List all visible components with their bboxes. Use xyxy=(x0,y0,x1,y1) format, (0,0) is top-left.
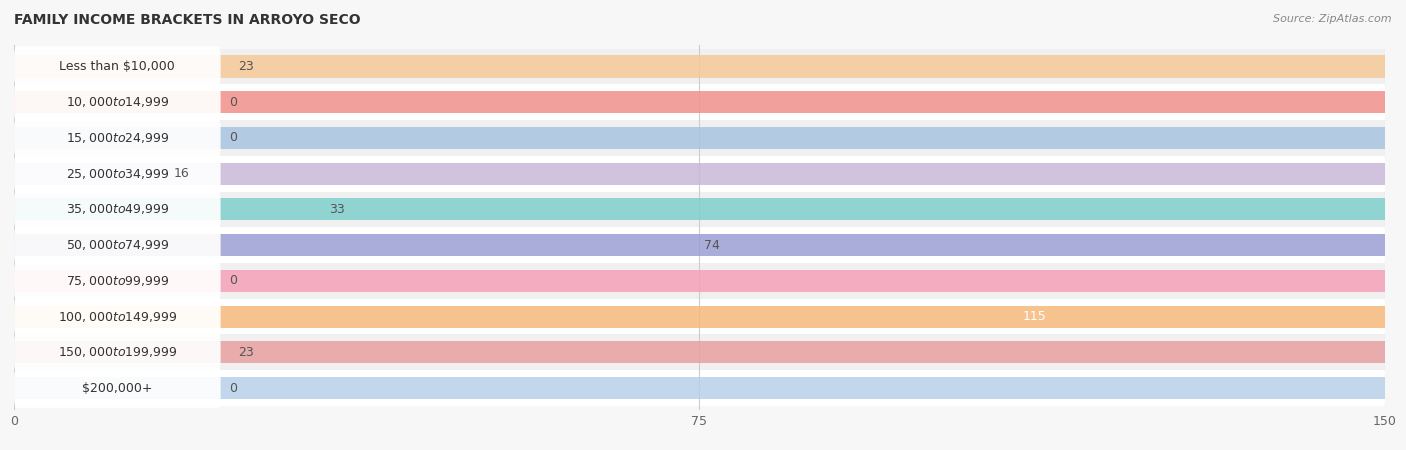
Bar xyxy=(14,55,1385,77)
Bar xyxy=(0,84,1406,120)
Text: $50,000 to $74,999: $50,000 to $74,999 xyxy=(66,238,169,252)
FancyBboxPatch shape xyxy=(14,153,221,194)
Bar xyxy=(0,49,1406,84)
FancyBboxPatch shape xyxy=(14,297,221,337)
FancyBboxPatch shape xyxy=(14,368,221,408)
Text: $200,000+: $200,000+ xyxy=(82,382,153,395)
Text: 16: 16 xyxy=(174,167,190,180)
Bar xyxy=(0,227,1406,263)
Text: 0: 0 xyxy=(229,274,236,288)
Text: $15,000 to $24,999: $15,000 to $24,999 xyxy=(66,131,169,145)
Text: $25,000 to $34,999: $25,000 to $34,999 xyxy=(66,166,169,180)
Bar xyxy=(0,156,1406,192)
Text: 23: 23 xyxy=(238,60,253,73)
Bar xyxy=(0,192,1406,227)
Text: $100,000 to $149,999: $100,000 to $149,999 xyxy=(58,310,177,324)
Bar xyxy=(0,334,1406,370)
Bar xyxy=(14,198,1385,220)
Text: 33: 33 xyxy=(329,203,344,216)
Bar xyxy=(14,377,1385,399)
Text: 0: 0 xyxy=(229,382,236,395)
FancyBboxPatch shape xyxy=(14,189,221,230)
Bar xyxy=(0,263,1406,299)
Text: $10,000 to $14,999: $10,000 to $14,999 xyxy=(66,95,169,109)
Text: Source: ZipAtlas.com: Source: ZipAtlas.com xyxy=(1274,14,1392,23)
Bar xyxy=(0,370,1406,406)
Text: FAMILY INCOME BRACKETS IN ARROYO SECO: FAMILY INCOME BRACKETS IN ARROYO SECO xyxy=(14,14,361,27)
FancyBboxPatch shape xyxy=(14,332,221,373)
Bar xyxy=(0,299,1406,334)
Bar xyxy=(14,234,1385,256)
Text: $150,000 to $199,999: $150,000 to $199,999 xyxy=(58,345,177,359)
FancyBboxPatch shape xyxy=(14,225,221,265)
Text: 74: 74 xyxy=(704,238,720,252)
Bar xyxy=(0,120,1406,156)
FancyBboxPatch shape xyxy=(14,261,221,301)
FancyBboxPatch shape xyxy=(14,82,221,122)
Text: Less than $10,000: Less than $10,000 xyxy=(59,60,176,73)
Bar xyxy=(14,127,1385,149)
FancyBboxPatch shape xyxy=(14,118,221,158)
Bar xyxy=(14,91,1385,113)
Text: $35,000 to $49,999: $35,000 to $49,999 xyxy=(66,202,169,216)
Bar xyxy=(14,341,1385,364)
Bar xyxy=(14,270,1385,292)
Text: $75,000 to $99,999: $75,000 to $99,999 xyxy=(66,274,169,288)
Bar xyxy=(14,162,1385,185)
Text: 115: 115 xyxy=(1024,310,1046,323)
Text: 0: 0 xyxy=(229,96,236,109)
Text: 0: 0 xyxy=(229,131,236,144)
Bar xyxy=(14,306,1385,328)
FancyBboxPatch shape xyxy=(14,46,221,86)
Text: 23: 23 xyxy=(238,346,253,359)
